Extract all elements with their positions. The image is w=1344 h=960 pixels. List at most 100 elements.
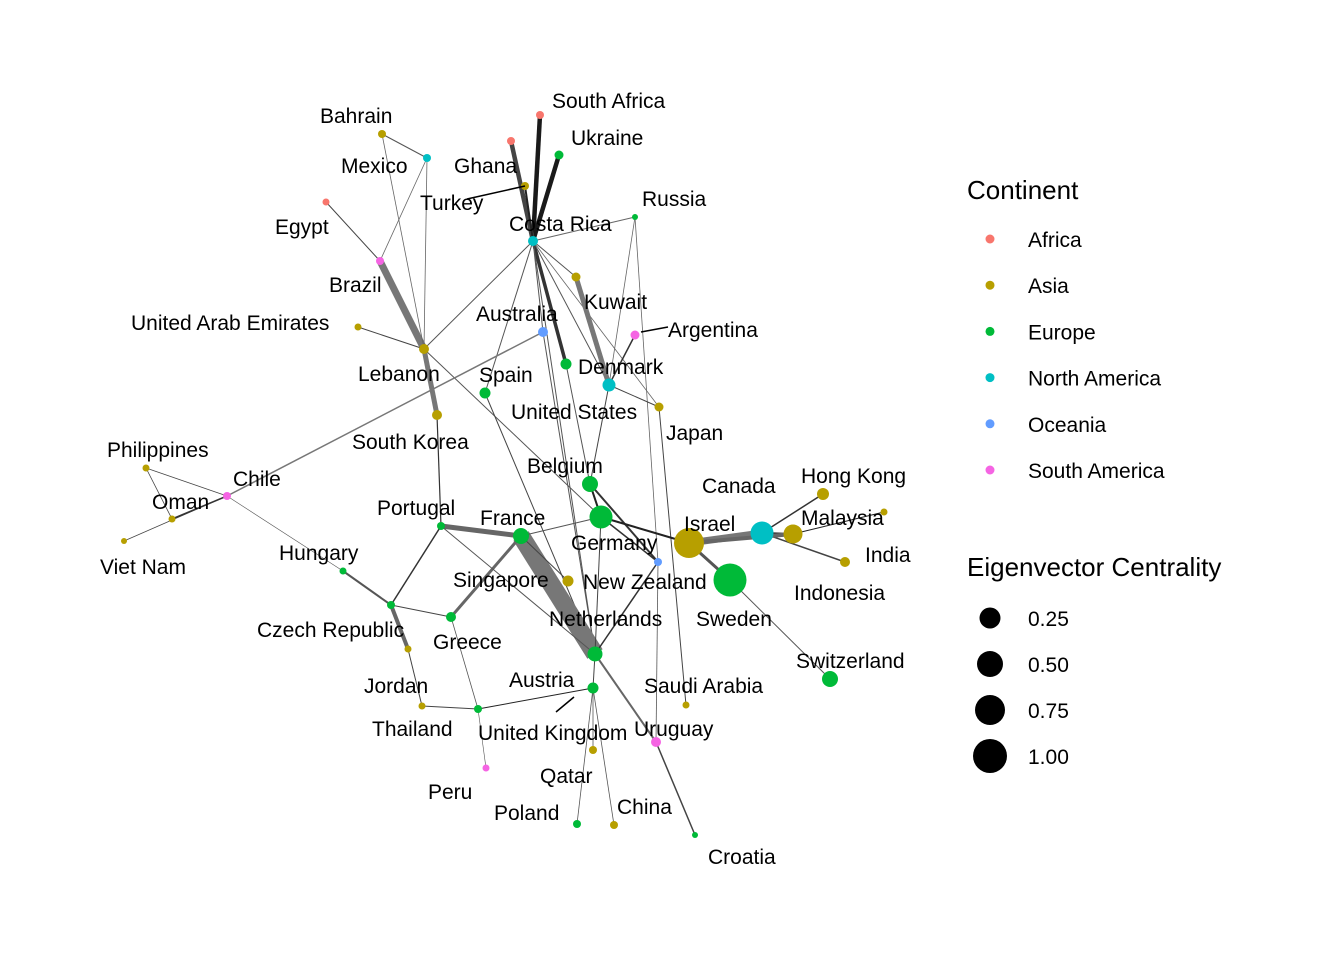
node-qatar <box>589 746 597 754</box>
node-south-africa <box>536 111 544 119</box>
node-chile <box>223 492 231 500</box>
node-philippines <box>142 464 150 472</box>
edge-japan-saudi-arabia <box>658 406 687 706</box>
edge-brazil-lebanon <box>376 259 428 351</box>
node-label-denmark: Denmark <box>578 356 664 379</box>
edge-austria-china <box>592 687 615 826</box>
edge-france-singapore <box>520 535 569 582</box>
edge-new-zealand-uruguay <box>655 561 659 743</box>
node-label-germany: Germany <box>571 532 658 555</box>
node-label-philippines: Philippines <box>107 439 209 462</box>
edge-bahrain-mexico <box>381 133 428 159</box>
node-denmark <box>560 358 572 370</box>
node-label-france: France <box>480 507 545 530</box>
node-south-korea <box>432 410 442 420</box>
node-label-south-africa: South Africa <box>552 90 666 113</box>
node-hungary <box>339 567 347 575</box>
node-label-china: China <box>617 796 672 819</box>
edge-portugal-france <box>440 523 522 539</box>
legend-continent-title: Continent <box>967 175 1079 205</box>
node-label-saudi-arabia: Saudi Arabia <box>644 675 763 698</box>
edge-canada-hong-kong <box>761 493 824 534</box>
edge-costa-rica-united-states <box>532 240 610 386</box>
node-singapore <box>562 575 574 587</box>
node-label-bahrain: Bahrain <box>320 105 392 128</box>
edge-russia-new-zealand <box>634 216 659 563</box>
node-label-hungary: Hungary <box>279 542 359 565</box>
label-leader-line-1 <box>466 185 526 200</box>
edge-costa-rica-netherlands <box>532 240 596 655</box>
label-leader-line-3 <box>555 696 575 713</box>
edge-germany-israel <box>600 516 690 544</box>
node-label-israel: Israel <box>684 513 735 536</box>
node-bahrain <box>378 130 386 138</box>
edge-australia-netherlands <box>542 331 596 655</box>
node-united-arab-emirates <box>354 323 362 331</box>
legend-size-label-1: 0.25 <box>1028 608 1069 631</box>
edge-lebanon-south-korea <box>421 348 440 416</box>
node-label-india: India <box>865 544 911 567</box>
edge-mexico-brazil <box>379 157 428 262</box>
node-canada <box>750 521 774 545</box>
node-label-malaysia: Malaysia <box>801 507 884 530</box>
edge-australia-chile <box>226 331 544 497</box>
legend-size-swatch-4 <box>973 739 1007 773</box>
node-label-switzerland: Switzerland <box>796 650 905 673</box>
node-india <box>880 508 888 516</box>
node-argentina <box>630 330 640 340</box>
legend: Continent Africa Asia Europe North America O… <box>967 175 1221 773</box>
node-brazil <box>376 257 384 265</box>
node-united-states <box>602 378 616 392</box>
edge-ghana-costa-rica <box>508 140 536 242</box>
node-label-czech-republic: Czech Republic <box>257 619 404 642</box>
legend-swatch-asia <box>985 280 995 290</box>
node-united-kingdom <box>474 705 482 713</box>
edge-mexico-lebanon <box>423 157 428 350</box>
legend-label-oceania: Oceania <box>1028 414 1107 437</box>
edge-hungary-czech-republic <box>342 570 392 606</box>
node-label-viet-nam: Viet Nam <box>100 556 186 579</box>
legend-swatch-africa <box>985 234 995 244</box>
node-label-costa-rica: Costa Rica <box>509 213 612 236</box>
edge-costa-rica-russia <box>532 216 636 242</box>
edge-egypt-brazil <box>325 201 381 262</box>
node-mexico <box>423 154 431 162</box>
edge-netherlands-portugal <box>440 525 596 655</box>
legend-size-label-3: 0.75 <box>1028 700 1069 723</box>
edge-sweden-switzerland <box>729 579 831 680</box>
edge-portugal-czech-republic <box>390 525 442 606</box>
legend-swatch-europe <box>985 326 995 336</box>
node-costa-rica <box>528 236 538 246</box>
legend-size-label-4: 1.00 <box>1028 746 1069 769</box>
edge-south-africa-costa-rica <box>530 114 543 242</box>
edge-france-netherlands <box>513 531 603 659</box>
node-egypt <box>322 198 330 206</box>
node-indonesia <box>840 557 850 567</box>
node-label-poland: Poland <box>494 802 559 825</box>
node-label-ghana: Ghana <box>454 155 517 178</box>
legend-swatch-oceania <box>985 419 995 429</box>
edge-czech-republic-greece <box>390 604 452 618</box>
edge-united-states-belgium <box>589 384 610 485</box>
node-label-chile: Chile <box>233 468 281 491</box>
edge-costa-rica-lebanon <box>423 240 534 350</box>
node-label-qatar: Qatar <box>540 765 593 788</box>
node-label-belgium: Belgium <box>527 455 603 478</box>
node-label-hong-kong: Hong Kong <box>801 465 906 488</box>
edge-france-germany <box>520 516 602 537</box>
node-label-australia: Australia <box>476 303 558 326</box>
legend-size-swatch-2 <box>977 651 1003 677</box>
node-france <box>513 528 529 544</box>
edge-canada-indonesia <box>761 532 846 563</box>
node-label-lebanon: Lebanon <box>358 363 440 386</box>
node-label-indonesia: Indonesia <box>794 582 885 605</box>
node-label-croatia: Croatia <box>708 846 776 869</box>
edge-austria-poland <box>576 687 594 825</box>
node-label-turkey: Turkey <box>420 192 484 215</box>
node-viet-nam <box>121 538 127 544</box>
node-label-layer: South Africa Ghana Egypt Ukraine Bahrain Mexi… <box>100 90 911 869</box>
edge-russia-united-states <box>608 216 636 386</box>
node-label-mexico: Mexico <box>341 155 408 178</box>
